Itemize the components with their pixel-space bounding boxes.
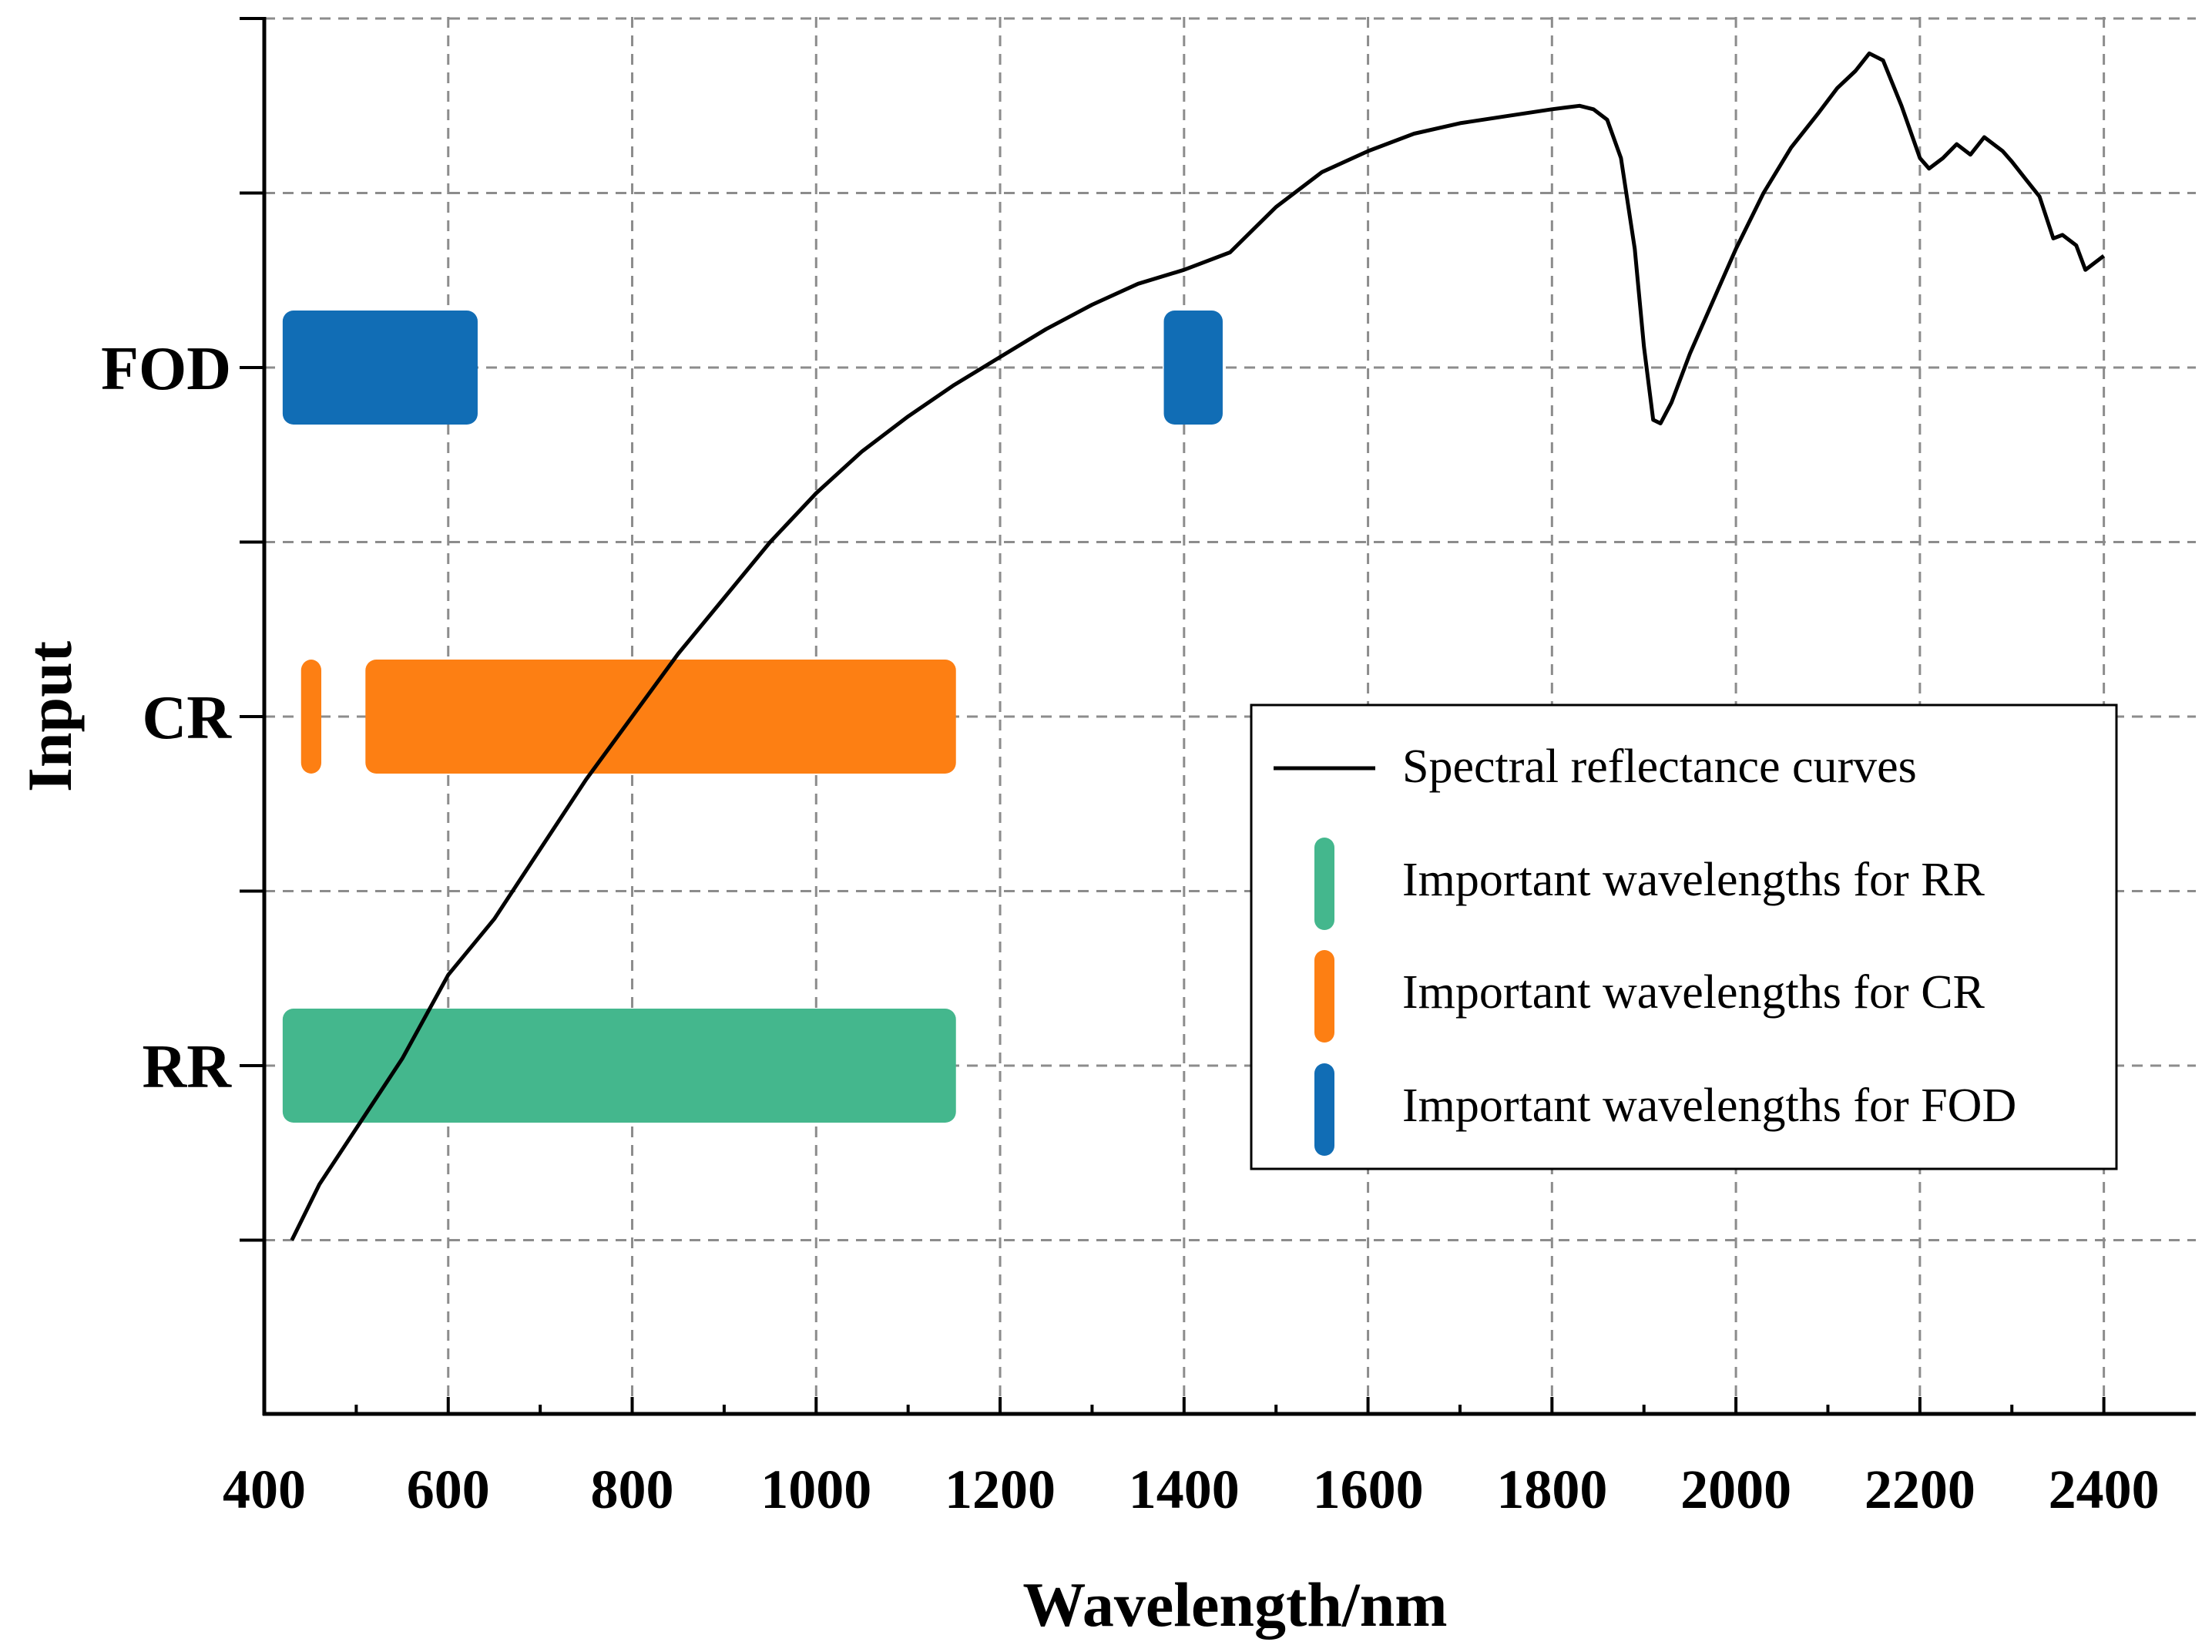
legend-label: Important wavelengths for RR: [1402, 854, 1985, 906]
band-cr-bar: [365, 660, 956, 774]
legend-item: Important wavelengths for CR: [1314, 950, 1985, 1043]
x-tick-label: 800: [591, 1459, 674, 1520]
curve-layer: [290, 51, 2106, 1241]
band-fod-bar: [1163, 311, 1223, 425]
y-axis-title: Input: [15, 641, 85, 792]
y-category-label-cr: CR: [142, 684, 232, 752]
legend-label: Important wavelengths for FOD: [1402, 1080, 2016, 1132]
x-tick-label: 400: [223, 1459, 306, 1520]
legend-box: [1250, 703, 2118, 1170]
x-tick-label: 1000: [760, 1459, 871, 1520]
legend-bar-swatch: [1314, 838, 1334, 930]
x-tick-label: 2200: [1865, 1459, 1975, 1520]
band-layer: [282, 311, 1223, 1123]
legend-label: Spectral reflectance curves: [1402, 740, 1917, 793]
x-tick-labels: 400 600 800 1000 1200 1400 1600 1800 2000 2200 240…: [223, 1459, 2160, 1520]
legend-item: Important wavelengths for FOD: [1314, 1063, 2016, 1156]
x-tick-label: 2400: [2049, 1459, 2160, 1520]
x-tick-label: 2000: [1680, 1459, 1791, 1520]
band-rr-bar: [282, 1009, 956, 1123]
x-tick-label: 1400: [1129, 1459, 1240, 1520]
y-category-label-rr: RR: [142, 1033, 232, 1101]
legend-bar-swatch: [1314, 950, 1334, 1043]
y-category-label-fod: FOD: [101, 335, 231, 403]
legend-bar-swatch: [1314, 1063, 1334, 1156]
legend-item: Important wavelengths for RR: [1314, 838, 1985, 930]
x-tick-label: 600: [407, 1459, 490, 1520]
legend-label: Important wavelengths for CR: [1402, 966, 1985, 1019]
legend: Spectral reflectance curves Important wav…: [1250, 703, 2118, 1170]
axis-layer: [240, 17, 2196, 1416]
band-cr-bar: [300, 660, 322, 774]
spectral-reflectance-curve: [290, 51, 2106, 1241]
x-tick-label: 1200: [945, 1459, 1056, 1520]
legend-items: Spectral reflectance curves Important wav…: [1274, 740, 2016, 1156]
band-fod-bar: [282, 311, 478, 425]
x-tick-label: 1800: [1496, 1459, 1607, 1520]
x-axis-title: Wavelength/nm: [1022, 1570, 1447, 1640]
legend-item: Spectral reflectance curves: [1274, 740, 1917, 793]
x-tick-label: 1600: [1313, 1459, 1424, 1520]
y-category-labels: FOD CR RR: [101, 335, 232, 1101]
